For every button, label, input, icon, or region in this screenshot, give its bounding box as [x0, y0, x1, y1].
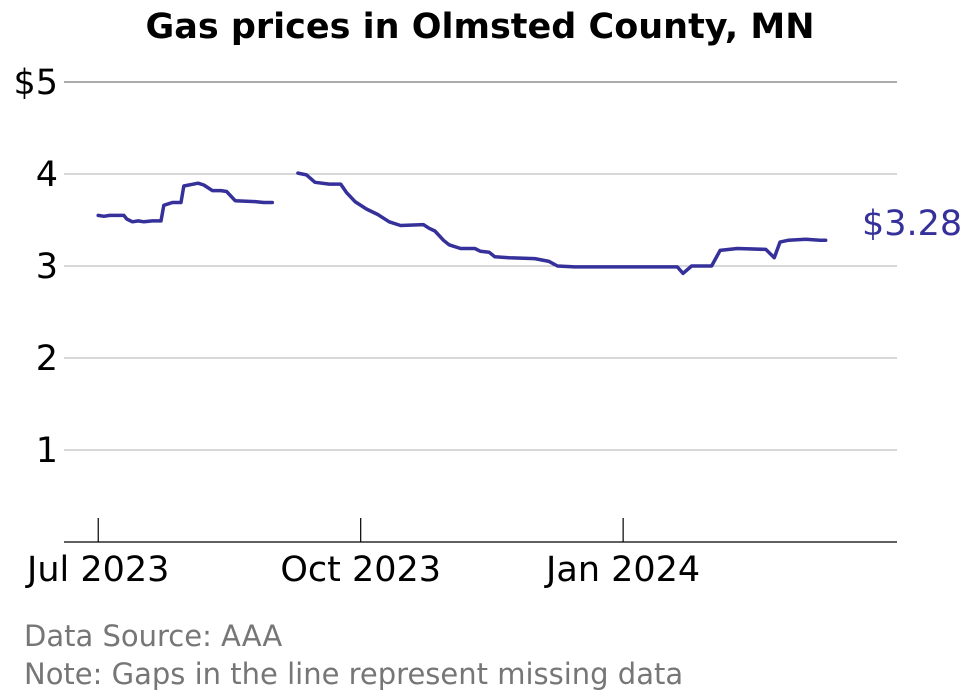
y-tick-label-2: 2 [36, 339, 58, 379]
y-tick-label-4: 4 [36, 155, 58, 195]
chart-title: Gas prices in Olmsted County, MN [145, 7, 814, 47]
price-series [96, 171, 828, 276]
price-line-segment-1 [96, 181, 275, 224]
y-tick-label-3: 3 [36, 247, 58, 287]
latest-price-label: $3.28 [862, 204, 962, 244]
y-tick-label-1: 1 [36, 431, 58, 471]
missing-data-note: Note: Gaps in the line represent missing… [24, 657, 683, 691]
data-source-note: Data Source: AAA [24, 619, 282, 653]
price-line-segment-2 [296, 171, 828, 276]
x-tick-label-2023-07-01: Jul 2023 [25, 550, 169, 590]
x-axis-ticks: Jul 2023 Oct 2023 Jan 2024 [25, 518, 700, 590]
gridlines [64, 81, 897, 451]
x-tick-label-2024-01-01: Jan 2024 [544, 550, 700, 590]
y-tick-label-5: $5 [13, 63, 58, 103]
x-tick-label-2023-10-01: Oct 2023 [280, 550, 441, 590]
y-axis-ticks: $5 4 3 2 1 [13, 63, 58, 471]
